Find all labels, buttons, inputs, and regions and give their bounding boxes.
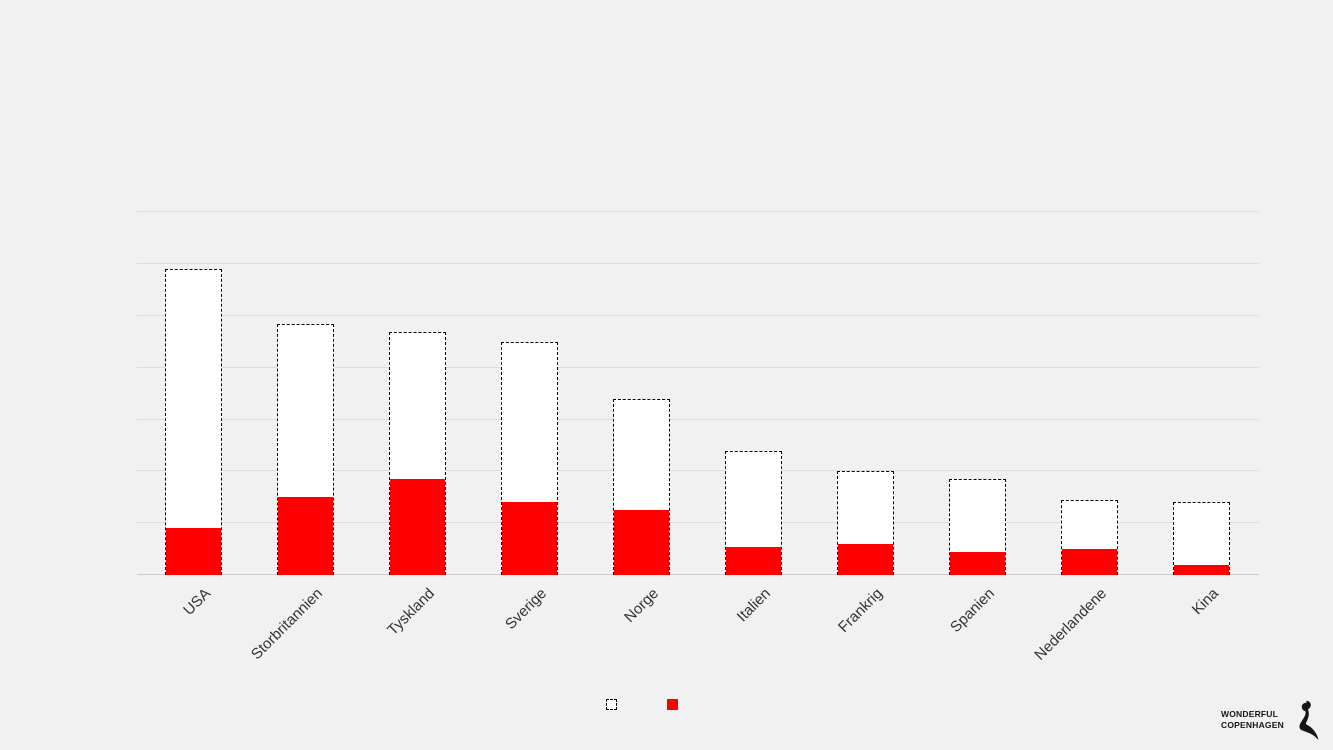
legend-swatch-solid-red — [667, 699, 678, 710]
legend-item-1 — [606, 699, 667, 710]
bar-total-sverige — [501, 341, 558, 575]
gridline — [137, 470, 1259, 472]
bar-red-italien — [726, 546, 781, 575]
gridline — [137, 366, 1259, 368]
gridline — [137, 211, 1259, 213]
x-axis-label-spanien: Spanien — [946, 585, 998, 636]
mermaid-silhouette-icon — [1299, 700, 1319, 740]
bar-total-nederlandene — [1061, 499, 1118, 575]
x-axis-line — [137, 574, 1259, 575]
bar-total-spanien — [949, 479, 1006, 575]
x-axis-label-kina: Kina — [1188, 585, 1222, 619]
bar-total-norge — [613, 398, 670, 575]
x-axis-label-norge: Norge — [620, 585, 662, 626]
x-axis-label-sverige: Sverige — [501, 585, 550, 633]
logo-line1: WONDERFUL — [1221, 709, 1279, 719]
wonderful-copenhagen-logo: WONDERFUL COPENHAGEN — [1221, 700, 1321, 742]
bar-red-sverige — [502, 502, 557, 575]
bar-red-spanien — [950, 551, 1005, 575]
bar-total-frankrig — [837, 471, 894, 575]
legend-item-2 — [667, 699, 728, 710]
gridline — [137, 418, 1259, 420]
bar-red-norge — [614, 510, 669, 575]
x-axis-label-usa: USA — [179, 585, 214, 619]
bar-total-italien — [725, 450, 782, 575]
gridline — [137, 315, 1259, 316]
bar-red-usa — [166, 528, 221, 575]
bar-total-storbritannien — [277, 323, 334, 575]
bar-red-storbritannien — [278, 497, 333, 575]
bar-total-tyskland — [389, 331, 446, 575]
gridline — [137, 522, 1259, 524]
bar-red-tyskland — [390, 479, 445, 575]
bar-red-nederlandene — [1062, 549, 1117, 575]
x-axis-label-italien: Italien — [733, 585, 774, 626]
bar-chart: USA Storbritannien Tyskland Sverige Norge Ita… — [137, 161, 1259, 664]
legend-swatch-dashed-outline-white — [606, 699, 617, 710]
x-axis-label-frankrig: Frankrig — [834, 585, 886, 636]
x-axis-label-storbritannien: Storbritannien — [247, 585, 326, 664]
gridline — [137, 263, 1259, 265]
logo-text: WONDERFUL COPENHAGEN — [1221, 709, 1284, 730]
x-axis-label-nederlandene: Nederlandene — [1030, 585, 1110, 664]
bar-total-kina — [1173, 502, 1230, 575]
logo-line2: COPENHAGEN — [1221, 719, 1284, 730]
bar-red-frankrig — [838, 543, 893, 575]
x-axis-label-tyskland: Tyskland — [383, 585, 438, 639]
chart-legend — [606, 699, 728, 710]
bar-total-usa — [165, 269, 222, 575]
bar-red-kina — [1174, 564, 1229, 575]
